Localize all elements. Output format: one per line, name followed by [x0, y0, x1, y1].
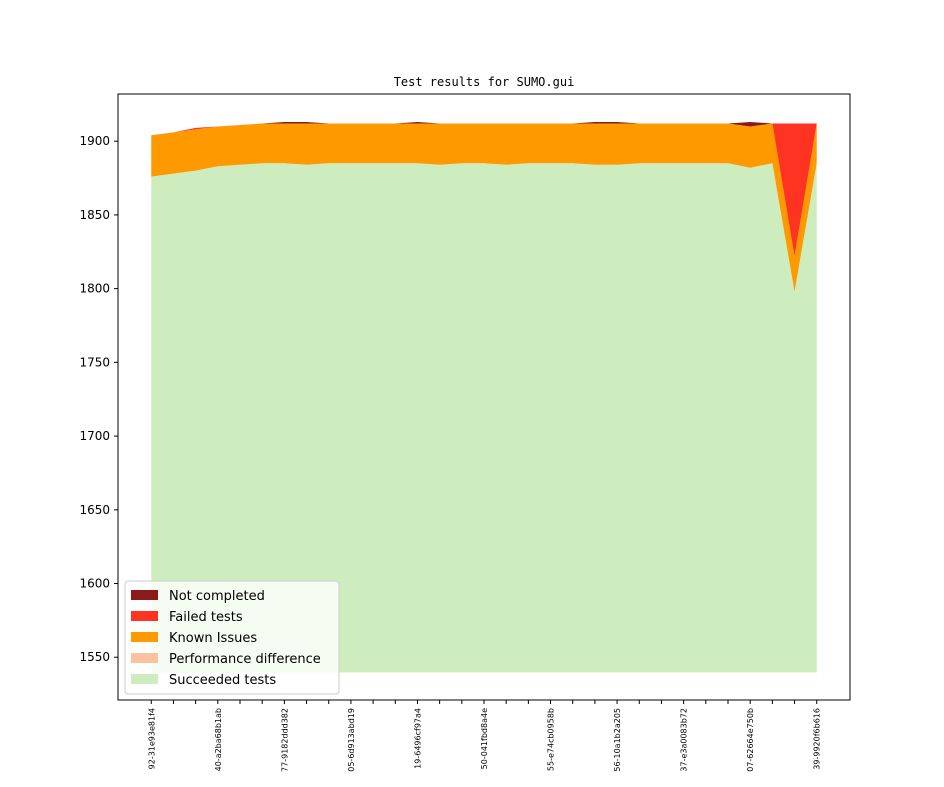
y-tick-label: 1750: [79, 355, 110, 369]
x-tick-label: 50-041fbd8a4e: [480, 708, 489, 769]
legend-box: [124, 580, 340, 695]
legend-swatch: [131, 590, 158, 600]
area: [151, 123, 817, 292]
legend-label: Succeeded tests: [169, 673, 276, 688]
legend-swatch: [131, 674, 158, 684]
x-tick-label: 37-e3a0083b72: [680, 708, 689, 772]
x-tick-label: 92-31e93e81f4: [147, 708, 156, 769]
y-tick-label: 1850: [79, 208, 110, 222]
legend-label: Performance difference: [169, 652, 321, 667]
legend-swatch: [131, 632, 158, 642]
area: [151, 122, 817, 136]
x-tick-label: 39-9920f6b616: [813, 708, 822, 770]
legend-label: Failed tests: [169, 610, 243, 625]
x-tick-label: 19-6496cf97a4: [413, 708, 422, 769]
y-tick-label: 1600: [79, 577, 110, 591]
x-tick-label: 05-6d913abd19: [347, 708, 356, 772]
y-tick-label: 1650: [79, 503, 110, 517]
legend-swatch: [131, 611, 158, 621]
y-tick-label: 1800: [79, 282, 110, 296]
legend-label: Known Issues: [169, 631, 257, 646]
legend-label: Not completed: [169, 589, 265, 604]
y-tick-label: 1700: [79, 429, 110, 443]
x-tick-label: 56-10a1b2a205: [613, 708, 622, 772]
x-tick-label: 55-e74cb0958b: [547, 708, 556, 771]
y-tick-label: 1550: [79, 650, 110, 664]
x-tick-label: 77-9182ddd382: [280, 708, 289, 772]
area: [151, 163, 817, 673]
legend-swatch: [131, 653, 158, 663]
chart-title: Test results for SUMO.gui: [394, 75, 575, 89]
y-tick-label: 1900: [79, 134, 110, 148]
x-tick-label: 07-62664e750b: [746, 708, 755, 772]
x-tick-label: 40-a2ba68b1ab: [214, 708, 223, 771]
